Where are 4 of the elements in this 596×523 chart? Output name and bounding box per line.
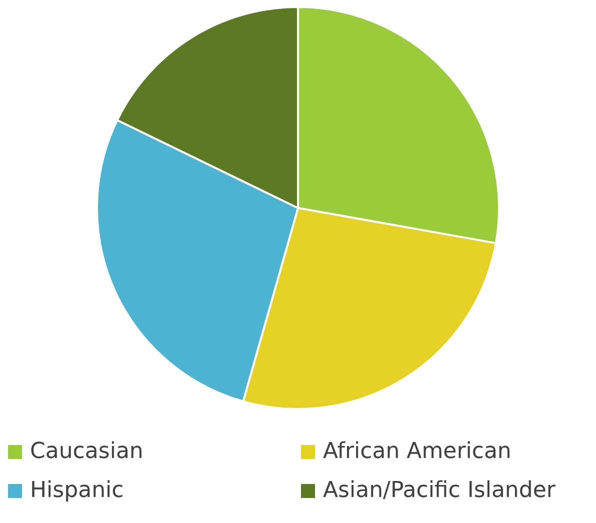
legend-label: Asian/Pacific Islander <box>323 478 556 503</box>
legend-label: Caucasian <box>30 439 144 464</box>
legend-label: Hispanic <box>30 478 124 503</box>
legend-label: African American <box>323 439 512 464</box>
